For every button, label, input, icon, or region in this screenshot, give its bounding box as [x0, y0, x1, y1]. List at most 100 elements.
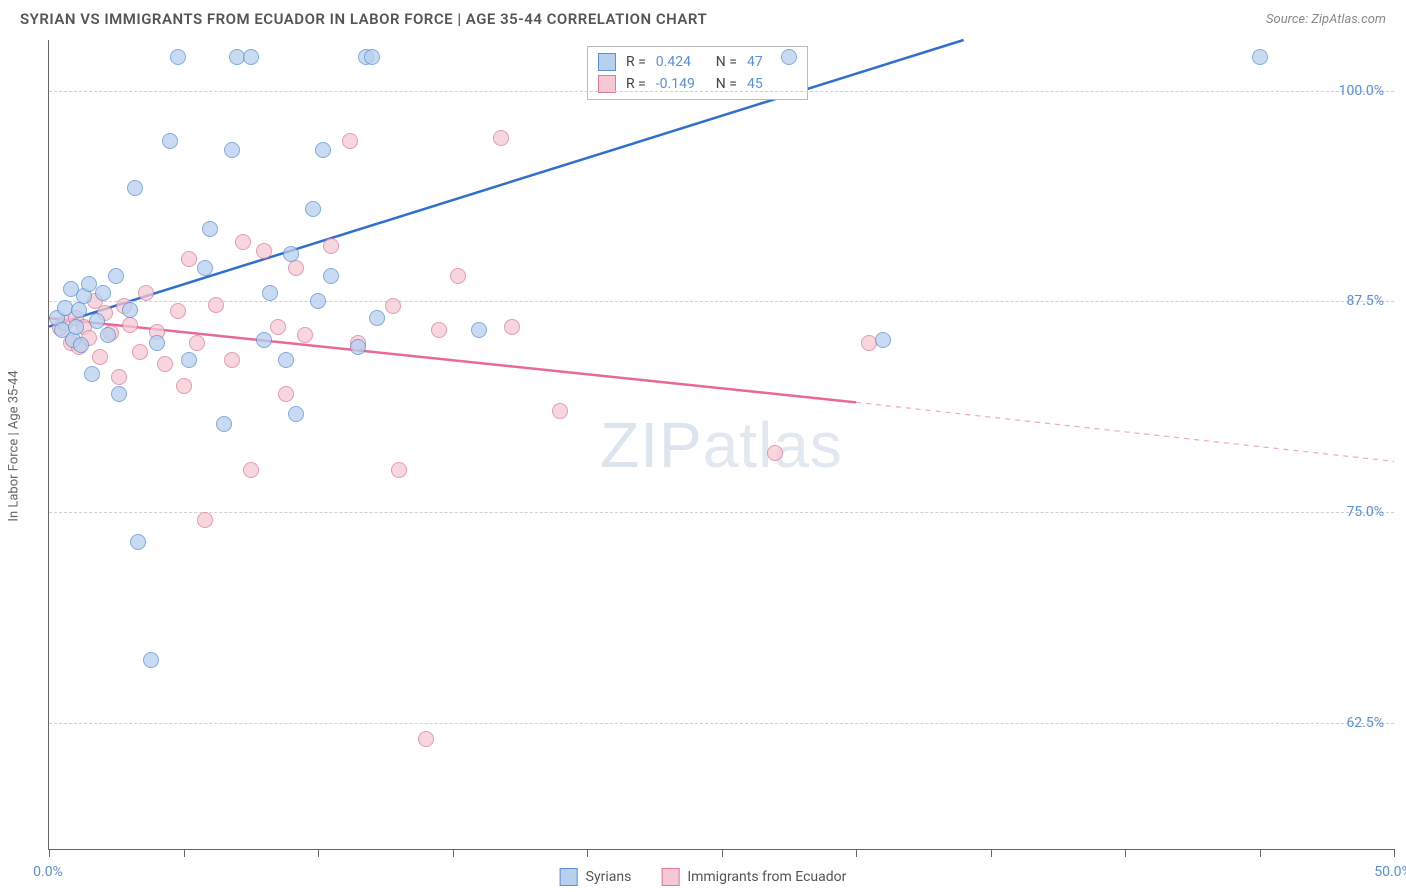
point-series2 — [197, 512, 213, 528]
point-series1 — [89, 313, 105, 329]
point-series1 — [127, 180, 143, 196]
point-series1 — [216, 416, 232, 432]
point-series2 — [504, 319, 520, 335]
x-tick — [587, 849, 588, 857]
point-series1 — [162, 133, 178, 149]
point-series1 — [262, 285, 278, 301]
point-series2 — [450, 268, 466, 284]
point-series2 — [170, 303, 186, 319]
x-tick — [453, 849, 454, 857]
point-series2 — [385, 298, 401, 314]
point-series1 — [122, 302, 138, 318]
point-series2 — [138, 285, 154, 301]
point-series1 — [84, 366, 100, 382]
point-series1 — [130, 534, 146, 550]
trend-line — [49, 40, 964, 327]
x-tick-label: 0.0% — [33, 864, 63, 880]
point-series1 — [73, 337, 89, 353]
point-series1 — [350, 339, 366, 355]
point-series2 — [224, 352, 240, 368]
point-series2 — [270, 319, 286, 335]
point-series1 — [108, 268, 124, 284]
point-series1 — [256, 332, 272, 348]
y-tick-label: 87.5% — [1346, 293, 1384, 309]
point-series1 — [781, 49, 797, 65]
point-series2 — [767, 445, 783, 461]
gridline — [49, 512, 1394, 513]
stats-row-series1: R = 0.424 N = 47 — [598, 51, 797, 73]
point-series2 — [157, 356, 173, 372]
y-tick-label: 100.0% — [1339, 83, 1384, 99]
point-series1 — [875, 332, 891, 348]
x-tick — [722, 849, 723, 857]
point-series1 — [288, 406, 304, 422]
point-series2 — [189, 335, 205, 351]
chart-source: Source: ZipAtlas.com — [1266, 12, 1386, 27]
point-series1 — [243, 49, 259, 65]
legend: Syrians Immigrants from Ecuador — [560, 868, 847, 886]
stat-label-n: N = — [716, 54, 737, 70]
point-series2 — [208, 297, 224, 313]
point-series1 — [170, 49, 186, 65]
legend-swatch-series1-icon — [560, 868, 578, 886]
stats-box: R = 0.424 N = 47 R = -0.149 N = 45 — [587, 46, 808, 100]
y-tick-label: 75.0% — [1346, 504, 1384, 520]
legend-swatch-series2-icon — [661, 868, 679, 886]
point-series2 — [552, 403, 568, 419]
stat-label-r: R = — [626, 54, 646, 70]
point-series2 — [176, 378, 192, 394]
x-tick — [1125, 849, 1126, 857]
point-series1 — [305, 201, 321, 217]
point-series1 — [369, 310, 385, 326]
point-series1 — [100, 327, 116, 343]
gridline — [49, 723, 1394, 724]
point-series1 — [181, 352, 197, 368]
point-series1 — [278, 352, 294, 368]
stat-r-series1: 0.424 — [656, 54, 706, 70]
swatch-series1-icon — [598, 53, 616, 71]
point-series1 — [202, 221, 218, 237]
stats-row-series2: R = -0.149 N = 45 — [598, 73, 797, 95]
x-tick — [318, 849, 319, 857]
point-series1 — [471, 322, 487, 338]
point-series2 — [92, 349, 108, 365]
point-series2 — [235, 234, 251, 250]
scatter-chart: ZIPatlas R = 0.424 N = 47 R = -0.149 N =… — [48, 40, 1394, 850]
trend-line — [856, 402, 1394, 461]
point-series2 — [132, 344, 148, 360]
x-tick — [49, 849, 50, 857]
point-series2 — [493, 130, 509, 146]
gridline — [49, 301, 1394, 302]
point-series1 — [197, 260, 213, 276]
point-series1 — [1252, 49, 1268, 65]
point-series1 — [143, 652, 159, 668]
point-series1 — [95, 285, 111, 301]
point-series1 — [149, 335, 165, 351]
point-series1 — [364, 49, 380, 65]
point-series2 — [391, 462, 407, 478]
x-tick — [856, 849, 857, 857]
point-series2 — [111, 369, 127, 385]
point-series2 — [323, 238, 339, 254]
y-tick-label: 62.5% — [1346, 715, 1384, 731]
legend-item-series2: Immigrants from Ecuador — [661, 868, 846, 886]
point-series2 — [297, 327, 313, 343]
x-tick — [1394, 849, 1395, 857]
chart-title: SYRIAN VS IMMIGRANTS FROM ECUADOR IN LAB… — [20, 10, 707, 28]
point-series1 — [283, 246, 299, 262]
point-series2 — [181, 251, 197, 267]
legend-label-series2: Immigrants from Ecuador — [687, 869, 846, 885]
x-tick — [991, 849, 992, 857]
point-series1 — [315, 142, 331, 158]
point-series1 — [310, 293, 326, 309]
gridline — [49, 91, 1394, 92]
point-series2 — [418, 731, 434, 747]
point-series1 — [111, 386, 127, 402]
legend-item-series1: Syrians — [560, 868, 632, 886]
point-series1 — [224, 142, 240, 158]
point-series2 — [243, 462, 259, 478]
point-series2 — [122, 317, 138, 333]
point-series2 — [431, 322, 447, 338]
point-series1 — [68, 319, 84, 335]
x-tick — [184, 849, 185, 857]
